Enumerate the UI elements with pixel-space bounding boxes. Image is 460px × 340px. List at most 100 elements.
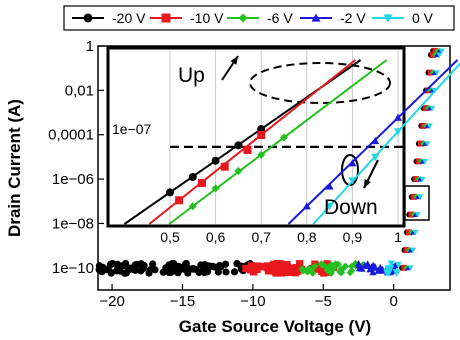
legend-label: 0 V [412, 10, 434, 26]
data-point [290, 264, 298, 272]
data-point [242, 264, 250, 273]
data-point [309, 269, 317, 277]
inset-data-point [394, 113, 402, 121]
y-tick-label: 1e−08 [52, 215, 94, 232]
legend-marker [161, 13, 171, 23]
data-point [298, 265, 306, 273]
inset-series-3 [287, 59, 459, 225]
inset-data-point [234, 167, 243, 176]
data-point [347, 262, 356, 270]
inset-series-4 [312, 62, 460, 225]
inset-data-point [280, 133, 288, 142]
data-point [295, 263, 304, 271]
inset-data-point [325, 182, 334, 190]
annotation-up: Up [178, 64, 205, 87]
data-point [149, 260, 157, 268]
data-point [204, 268, 212, 276]
data-point [364, 262, 372, 269]
inset-series-1 [148, 59, 357, 225]
arrow-down-head [364, 179, 371, 188]
inset-data-point [371, 136, 380, 145]
data-point [145, 269, 153, 277]
x-tick-label: −10 [240, 293, 265, 310]
data-point [424, 141, 431, 147]
x-tick-label: −5 [315, 293, 332, 310]
data-point [417, 194, 424, 200]
data-point [321, 262, 329, 270]
inset-data-point [175, 196, 184, 205]
plot-frame [97, 45, 451, 291]
data-point [337, 265, 345, 273]
series-4 [383, 48, 445, 277]
inset-data-point [257, 150, 266, 159]
annotation-down: Down [324, 196, 378, 219]
data-point [421, 158, 428, 165]
data-point [210, 263, 218, 271]
inset-data-point [243, 145, 252, 154]
data-point [259, 263, 267, 271]
data-point [159, 268, 167, 276]
x-axis-ticks: −20 −15 −10 −5 0 [99, 284, 398, 310]
data-point [407, 265, 414, 271]
inset-frame [106, 46, 406, 228]
data-point [305, 265, 313, 273]
inset-data-point [197, 178, 206, 187]
inset-ytick-label: 1e−07 [112, 121, 152, 137]
inset-data-point [220, 162, 229, 171]
data-point [273, 259, 282, 268]
data-point [272, 266, 280, 274]
data-point [346, 269, 354, 277]
inset-x-tick-label: 0,7 [251, 229, 271, 245]
data-point [170, 259, 178, 268]
data-point [287, 268, 295, 276]
y-axis-label: Drain Current (A) [5, 99, 24, 237]
data-point [336, 268, 344, 276]
data-point [230, 268, 239, 276]
data-point [182, 259, 190, 268]
data-point [327, 261, 335, 269]
inset-data-point [211, 156, 220, 165]
legend-label: -2 V [340, 10, 366, 26]
inset-data-point [302, 202, 311, 210]
data-point [358, 265, 366, 272]
inset-content [123, 50, 460, 225]
data-point [409, 247, 416, 254]
data-point [436, 52, 443, 58]
data-point [355, 259, 363, 267]
data-point [215, 261, 224, 270]
x-tick-label: −20 [99, 293, 124, 310]
data-point [113, 260, 122, 268]
data-point [221, 260, 230, 268]
data-point [332, 260, 340, 268]
y-tick-label: 0,01 [65, 82, 94, 99]
data-point [419, 176, 426, 183]
inset-data-point [325, 203, 334, 211]
inset-x-tick-label: 1 [394, 229, 402, 245]
data-point [283, 261, 291, 269]
data-point [433, 70, 440, 76]
data-point [392, 269, 400, 276]
x-tick-label: −15 [170, 293, 195, 310]
data-point [323, 266, 331, 275]
data-point [247, 262, 255, 270]
inset-data-point [348, 177, 357, 185]
data-point [387, 260, 395, 267]
data-point [438, 48, 445, 54]
legend-marker [311, 13, 321, 22]
hysteresis-ellipse [249, 62, 391, 104]
legend: -20 V -10 V -6 V -2 V 0 V [63, 5, 455, 31]
data-point [426, 123, 433, 129]
data-point [189, 265, 197, 273]
inset-data-point [257, 130, 266, 139]
data-point [294, 267, 302, 275]
legend-label: -20 V [112, 10, 146, 26]
inset-data-point [211, 184, 220, 193]
data-point [264, 264, 272, 272]
inset-x-tick-label: 0,8 [297, 229, 317, 245]
y-tick-label: 1e−06 [52, 171, 94, 188]
data-point [175, 265, 183, 273]
inset-curve [148, 59, 357, 225]
data-point [100, 265, 108, 274]
data-point [384, 265, 392, 272]
